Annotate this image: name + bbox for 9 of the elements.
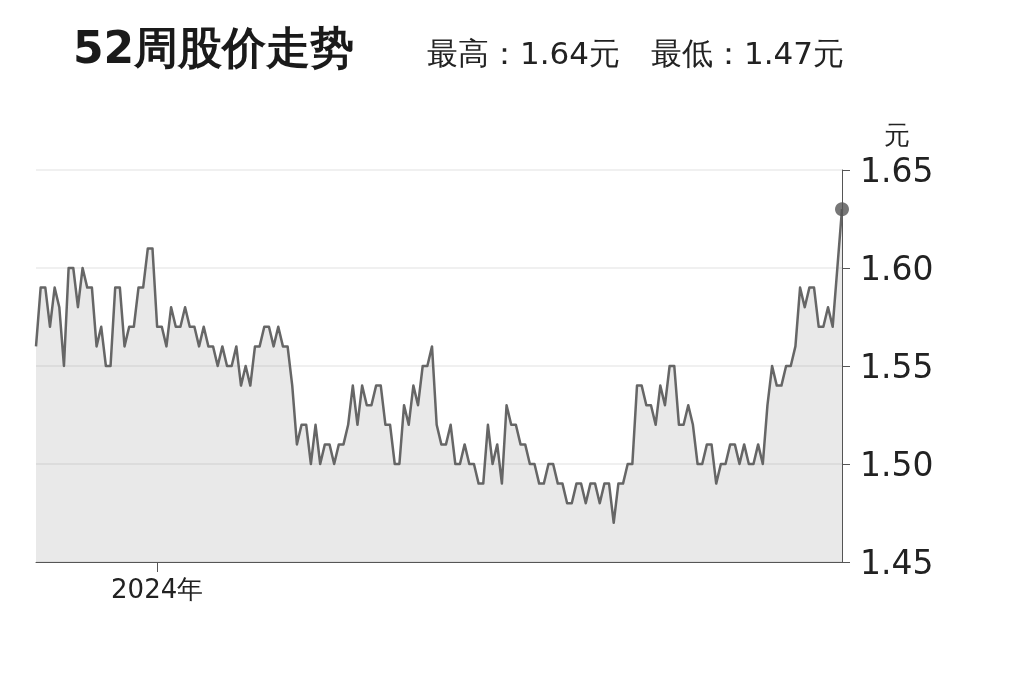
chart-title: 52周股价走势 (73, 21, 355, 73)
y-tick-label: 1.55 (860, 346, 934, 386)
y-axis-title: 元 (884, 120, 910, 150)
chart-subtitle: 最高：1.64元 最低：1.47元 (427, 34, 845, 71)
y-tick-label: 1.60 (860, 248, 934, 288)
x-tick-label: 2024年 (111, 574, 204, 604)
y-tick-label: 1.65 (860, 150, 934, 190)
y-tick-label: 1.50 (860, 444, 934, 484)
y-tick-label: 1.45 (860, 542, 934, 582)
